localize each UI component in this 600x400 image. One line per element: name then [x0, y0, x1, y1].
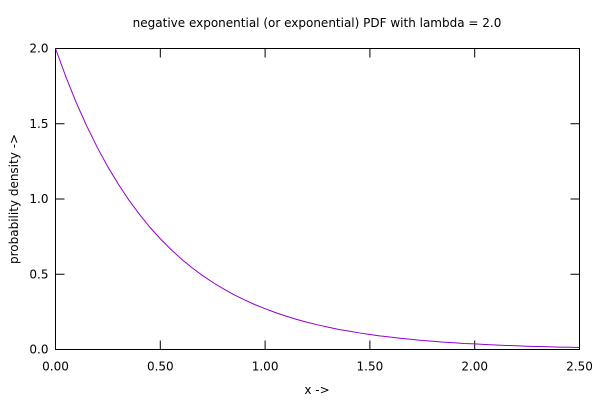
x-tick-label: 2.00 [461, 360, 488, 374]
x-axis-ticks: 0.00 0.50 1.00 1.50 2.00 2.50 [42, 48, 593, 374]
y-tick-label: 2.0 [29, 42, 48, 56]
y-tick-label: 0.5 [29, 267, 48, 281]
x-tick-label: 0.50 [147, 360, 174, 374]
plot-frame [55, 48, 580, 350]
y-axis-label: probability density -> [7, 134, 21, 264]
y-tick-label: 1.5 [29, 117, 48, 131]
x-tick-label: 0.00 [42, 360, 69, 374]
x-tick-label: 1.50 [357, 360, 384, 374]
y-tick-label: 1.0 [29, 192, 48, 206]
series-line [55, 48, 580, 349]
y-tick-label: 0.0 [29, 343, 48, 357]
x-tick-label: 1.00 [252, 360, 279, 374]
chart-title: negative exponential (or exponential) PD… [133, 16, 502, 30]
series-layer [55, 48, 580, 349]
x-tick-label: 2.50 [566, 360, 593, 374]
x-axis-label: x -> [304, 383, 329, 397]
y-axis-ticks: 0.0 0.5 1.0 1.5 2.0 [29, 42, 580, 357]
